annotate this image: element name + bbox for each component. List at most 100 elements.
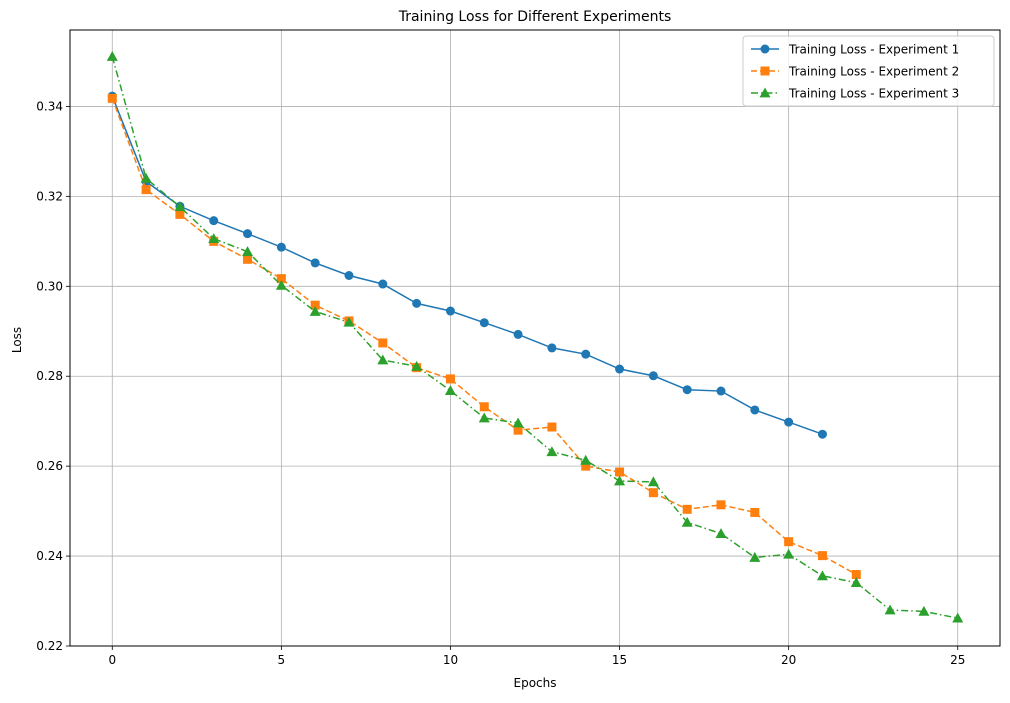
series-3-point [850,577,862,588]
legend: Training Loss - Experiment 1 Training Los… [742,35,995,107]
legend-item: Training Loss - Experiment 1 [751,43,959,57]
y-tick-label: 0.28 [36,369,63,383]
series-3-point [106,51,118,61]
series-2-line [111,98,857,576]
series-1 [107,91,827,439]
series-3-point [749,551,761,562]
series-2-point [682,504,692,514]
series-3-point [343,316,355,327]
series-3-point [715,528,727,538]
series-1-point [412,298,422,308]
x-tick-label: 15 [612,653,627,667]
series-3-point [444,385,456,396]
x-tick-label: 20 [781,653,796,667]
legend-marker [759,87,771,98]
legend-label: Training Loss - Experiment 3 [788,87,959,101]
series-2-point [547,422,557,432]
legend-item: Training Loss - Experiment 3 [751,87,959,101]
series-1-point [378,279,388,289]
series-1-point [479,318,489,328]
legend-item: Training Loss - Experiment 2 [751,65,959,79]
series-3 [106,51,964,623]
series-3-point [309,305,321,316]
series-3-point [275,279,287,290]
y-tick-label: 0.24 [36,549,63,563]
series-3-point [140,172,152,183]
series-layer [106,51,964,623]
y-tick-label: 0.34 [36,99,63,113]
series-3-point [952,612,964,623]
series-3-point [681,516,693,527]
grid [70,30,1000,647]
series-2-point [141,185,151,195]
series-3-point [411,360,423,371]
series-1-point [682,385,692,395]
series-3-point [377,354,389,365]
series-2-point [107,93,117,103]
series-1-point [209,216,219,226]
series-2-point [513,425,523,435]
series-1-point [344,271,354,281]
series-2-point [378,338,388,348]
x-tick-label: 0 [108,653,116,667]
series-1-point [581,349,591,359]
legend-marker [760,44,770,54]
series-1-point [716,386,726,396]
y-tick-label: 0.30 [36,279,63,293]
series-2-point [581,461,591,471]
series-3-point [783,548,795,559]
series-3-point [174,201,186,212]
y-axis-label: Loss [10,327,24,353]
series-3-point [546,446,558,457]
series-1-point [513,329,523,339]
series-1-point [817,429,827,439]
series-2-point [175,209,185,219]
legend-box [742,35,995,107]
x-tick-label: 25 [950,653,965,667]
y-tick-label: 0.26 [36,459,63,473]
y-tick-label: 0.22 [36,639,63,653]
series-2-point [310,300,320,310]
series-3-point [478,412,490,423]
series-1-point [276,242,286,252]
series-1-point [547,343,557,353]
legend-label: Training Loss - Experiment 1 [788,43,959,57]
series-3-point [816,570,828,581]
series-2-point [716,500,726,510]
x-tick-label: 5 [278,653,286,667]
series-2-point [817,551,827,561]
legend-label: Training Loss - Experiment 2 [788,65,959,79]
plot-frame [69,29,1001,647]
series-3-line [111,56,958,619]
series-3-point [884,604,896,615]
chart-title: Training Loss for Different Experiments [398,9,672,25]
series-1-point [615,364,625,374]
series-1-point [445,306,455,316]
y-tick-label: 0.32 [36,189,63,203]
series-2-point [851,570,861,580]
series-2-point [479,402,489,412]
series-3-point [647,476,659,487]
series-2-point [243,254,253,264]
series-1-point [784,417,794,427]
series-1-point [310,258,320,268]
series-3-point [580,454,592,465]
axes: 0 5 10 15 20 25 0.22 0.24 0.26 0.28 0.30 0.32 0.34 [36,99,965,667]
series-2-point [750,507,760,517]
series-2-point [784,537,794,547]
series-3-point [614,475,626,486]
series-2-point [615,467,625,477]
series-1-point [648,371,658,381]
series-2-point [648,488,658,498]
series-1-point [243,229,253,239]
series-1-point [750,405,760,415]
x-tick-label: 10 [443,653,458,667]
series-2 [107,93,861,580]
series-3-point [208,233,220,244]
x-axis-label: Epochs [514,676,557,690]
series-2-point [276,274,286,284]
legend-marker [760,66,770,76]
series-3-point [512,417,524,428]
